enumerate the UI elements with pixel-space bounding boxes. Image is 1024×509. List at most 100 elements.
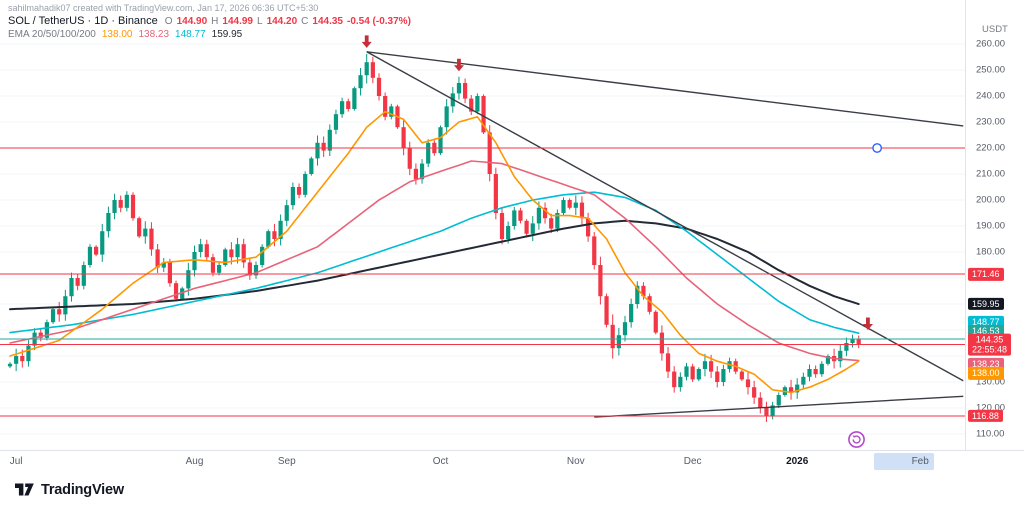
- candle-body: [758, 397, 763, 408]
- candle-body: [210, 257, 216, 273]
- candle-body: [7, 363, 13, 367]
- candle-body: [260, 246, 265, 265]
- candle-body: [622, 322, 628, 336]
- candle-body: [284, 205, 289, 221]
- time-axis[interactable]: Jul Aug Sep Oct Nov Dec 2026 Feb: [0, 450, 1024, 473]
- candle-body: [493, 174, 498, 213]
- down-arrow-marker[interactable]: [862, 317, 873, 331]
- candle-body: [598, 265, 603, 297]
- candle-body: [327, 129, 332, 151]
- candle-body: [309, 158, 314, 174]
- candle-body: [296, 187, 302, 195]
- descending-resistance-steep[interactable]: [366, 51, 964, 382]
- candle-body: [235, 244, 240, 258]
- price-axis-currency: USDT: [982, 24, 1008, 35]
- line-handle[interactable]: [872, 143, 883, 153]
- candle-body: [340, 101, 345, 115]
- candle-body: [672, 371, 677, 388]
- candle-body: [850, 339, 855, 343]
- candle-body: [715, 371, 720, 382]
- candle-body: [69, 278, 74, 297]
- ohlc-values: O 144.90 H 144.99 L 144.20 C 144.35 -0.54 (-0.37…: [165, 16, 411, 27]
- ema-50-line[interactable]: [9, 160, 860, 362]
- candle-body: [825, 356, 831, 364]
- down-arrow-marker[interactable]: [453, 58, 464, 72]
- candle-body: [143, 228, 148, 237]
- candle-body: [561, 200, 566, 213]
- candle-body: [629, 304, 634, 323]
- candle-body: [358, 75, 363, 89]
- candle-body: [678, 376, 683, 388]
- candle-body: [419, 163, 425, 180]
- price-tick: 120.00: [976, 402, 1006, 414]
- candle-body: [653, 311, 658, 333]
- candle-body: [192, 252, 197, 271]
- time-label-dec: Dec: [683, 456, 702, 467]
- ema-100-line[interactable]: [9, 191, 860, 335]
- candle-body: [696, 369, 701, 380]
- candle-body: [198, 244, 203, 252]
- symbol-row[interactable]: SOL / TetherUS · 1D · Binance O 144.90 H 14…: [8, 15, 411, 27]
- candle-body: [499, 213, 505, 239]
- candle-body: [702, 361, 708, 369]
- attribution-text: sahilmahadik07 created with TradingView.…: [8, 3, 319, 13]
- candle-body: [684, 366, 689, 377]
- time-label-aug: Aug: [185, 456, 204, 467]
- candle-body: [506, 226, 511, 239]
- indicator-values: 138.00 138.23 148.77 159.95: [102, 29, 242, 40]
- replay-icon[interactable]: [847, 430, 866, 449]
- price-axis[interactable]: USDT 260.00 250.00 240.00 230.00 220.00 210.0…: [965, 0, 1024, 450]
- price-tick: 240.00: [976, 90, 1006, 102]
- candle-body: [641, 285, 646, 297]
- candle-body: [788, 387, 794, 393]
- candle-body: [75, 278, 80, 286]
- time-label-oct: Oct: [432, 456, 449, 467]
- candle-body: [20, 356, 25, 362]
- candle-body: [764, 408, 769, 416]
- ohlc-key: H: [211, 16, 219, 27]
- price-tick: 230.00: [976, 116, 1006, 128]
- tradingview-logo[interactable]: TradingView: [14, 481, 124, 498]
- candle-body: [469, 98, 474, 112]
- ema-value: 138.00: [101, 29, 133, 40]
- candle-body: [26, 345, 31, 362]
- price-chart-canvas[interactable]: [0, 0, 966, 450]
- candle-body: [94, 246, 99, 255]
- down-arrow-marker[interactable]: [361, 35, 372, 48]
- candle-body: [665, 353, 671, 372]
- ema-value: 148.77: [175, 29, 206, 40]
- ema-20-line[interactable]: [9, 110, 860, 394]
- candle-body: [844, 343, 849, 351]
- descending-resistance-shallow[interactable]: [366, 51, 964, 127]
- ascending-support[interactable]: [594, 395, 964, 418]
- candle-body: [57, 309, 62, 315]
- price-tick: 220.00: [976, 142, 1006, 154]
- candle-body: [253, 265, 259, 276]
- ema-value: 159.95: [211, 29, 243, 40]
- candle-body: [567, 200, 572, 208]
- candle-body: [795, 384, 800, 393]
- candle-body: [376, 77, 382, 96]
- candle-body: [475, 96, 480, 112]
- candle-body: [813, 369, 818, 375]
- candle-body: [124, 194, 129, 208]
- time-label-feb: Feb: [911, 456, 929, 467]
- candle-body: [592, 236, 597, 265]
- price-badge-138.23: 138.23: [968, 357, 1004, 370]
- candle-body: [364, 62, 369, 76]
- candle-body: [204, 244, 209, 258]
- price-tick: 110.00: [976, 428, 1005, 440]
- candle-body: [149, 228, 154, 250]
- candle-body: [463, 83, 468, 99]
- indicator-row[interactable]: EMA 20/50/100/200 138.00 138.23 148.77 159.…: [8, 29, 411, 40]
- candle-body: [524, 220, 529, 234]
- ohlc-key: L: [257, 16, 263, 27]
- candle-body: [161, 262, 166, 268]
- candle-body: [106, 213, 111, 232]
- candle-body: [586, 218, 591, 237]
- candle-body: [709, 361, 714, 372]
- symbol-title[interactable]: SOL / TetherUS · 1D · Binance: [8, 15, 158, 27]
- candle-body: [407, 148, 412, 169]
- chart-legend: sahilmahadik07 created with TradingView.…: [8, 3, 411, 40]
